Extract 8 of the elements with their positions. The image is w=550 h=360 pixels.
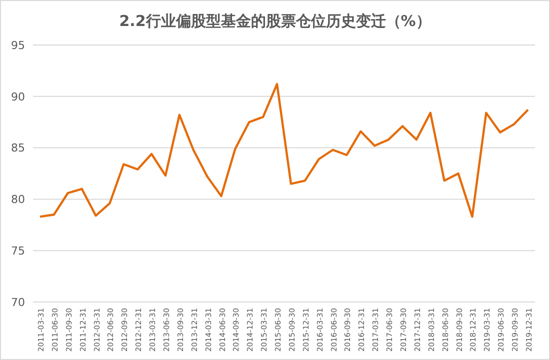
y-tick-label: 75 [11,244,25,258]
y-tick-label: 80 [11,193,25,206]
line-series [38,82,530,218]
y-tick-label: 70 [11,296,25,309]
chart-title: 2.2行业偏股型基金的股票仓位历史变迁（%） [119,12,431,30]
y-tick-label: 95 [11,38,25,52]
y-tick-label: 85 [11,142,25,155]
y-tick-label: 90 [11,90,25,104]
